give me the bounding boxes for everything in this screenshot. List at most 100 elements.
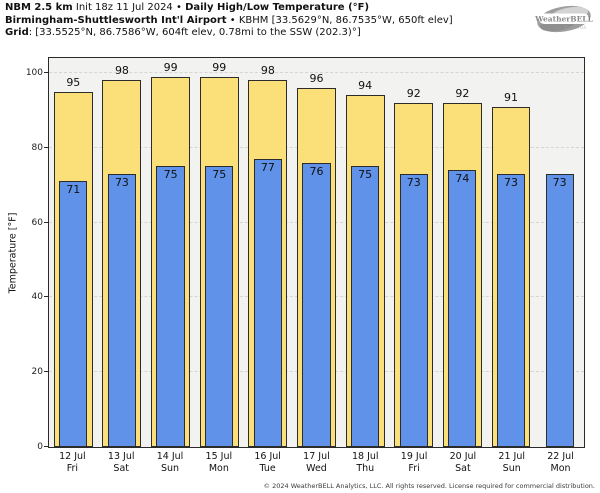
high-value-label: 92 <box>455 86 470 100</box>
x-tick-day: Mon <box>208 462 229 474</box>
low-value-label: 76 <box>309 164 324 178</box>
x-tick-day: Mon <box>550 462 571 474</box>
x-tick-label-18-Jul: 18 Jul Thu <box>341 451 390 474</box>
x-tick-day: Fri <box>408 462 420 474</box>
x-tick-date: 22 Jul <box>547 451 574 462</box>
low-value-label: 73 <box>552 175 567 189</box>
y-tick-label-60: 60 <box>31 217 43 228</box>
y-tick-mark <box>44 221 49 223</box>
low-bar <box>448 170 477 447</box>
low-value-label: 74 <box>455 172 470 186</box>
x-tick-date: 19 Jul <box>400 451 428 462</box>
bar-group-22-Jul: 73 <box>535 58 584 447</box>
x-tick-label-14-Jul: 14 Jul Sun <box>146 451 195 474</box>
y-tick-mark <box>44 71 49 73</box>
y-tick-mark <box>44 146 49 148</box>
x-tick-date: 15 Jul <box>205 451 233 462</box>
x-tick-label-22-Jul: 22 Jul Mon <box>536 451 585 474</box>
bar-group-16-Jul: 98 77 <box>244 58 293 447</box>
gridline-100 <box>49 71 584 73</box>
x-tick-label-12-Jul: 12 Jul Fri <box>48 451 97 474</box>
high-value-label: 99 <box>163 60 178 74</box>
title-line-2: Birmingham-Shuttlesworth Int'l Airport •… <box>5 15 453 28</box>
low-value-label: 77 <box>260 161 275 174</box>
plot-area: 0 20 40 60 80 100 95 71 98 73 99 75 99 75 98 77 96 76 94 75… <box>26 57 585 452</box>
high-value-label: 98 <box>114 64 129 78</box>
station-coords: • KBHM [33.5629°N, 86.7535°W, 650ft elev… <box>226 14 453 26</box>
weatherbell-logo: WeatherBELL Analytics LLC <box>532 1 596 43</box>
high-value-label: 94 <box>358 79 373 93</box>
x-tick-date: 14 Jul <box>156 451 184 462</box>
x-tick-day: Sat <box>455 462 471 474</box>
y-tick-label-20: 20 <box>31 367 43 378</box>
bar-group-13-Jul: 98 73 <box>98 58 147 447</box>
x-tick-day: Thu <box>356 462 375 474</box>
x-tick-date: 16 Jul <box>254 451 281 462</box>
header-title: NBM 2.5 km Init 18z 11 Jul 2024 • Daily … <box>5 2 453 40</box>
chart-title: Daily High/Low Temperature (°F) <box>185 2 370 13</box>
title-line-3: Grid: [33.5525°N, 86.7586°W, 604ft elev,… <box>5 27 453 40</box>
low-value-label: 75 <box>358 168 373 182</box>
low-bar <box>302 162 331 447</box>
bar-group-18-Jul: 94 75 <box>341 58 390 447</box>
y-tick-label-0: 0 <box>37 442 43 452</box>
low-bar <box>496 173 526 447</box>
high-value-label: 92 <box>406 86 421 100</box>
x-tick-label-15-Jul: 15 Jul Mon <box>194 451 243 474</box>
x-tick-label-21-Jul: 21 Jul Sun <box>487 451 536 474</box>
y-tick-mark <box>44 446 49 447</box>
low-bar <box>545 173 574 447</box>
y-tick-label-40: 40 <box>31 292 43 303</box>
y-tick-mark <box>44 296 49 298</box>
footer-copyright: © 2024 WeatherBELL Analytics, LLC. All r… <box>263 482 595 490</box>
y-tick-label-100: 100 <box>25 67 43 78</box>
x-tick-label-16-Jul: 16 Jul Tue <box>243 451 292 474</box>
init-time: Init 18z 11 Jul 2024 • <box>72 2 186 13</box>
x-tick-day: Sun <box>502 462 521 474</box>
low-value-label: 75 <box>212 168 227 182</box>
low-bar <box>205 166 234 447</box>
weatherbell-logo-icon: WeatherBELL Analytics LLC <box>534 5 594 33</box>
bar-group-19-Jul: 92 73 <box>389 58 438 447</box>
x-axis-labels: 12 Jul Fri 13 Jul Sat 14 Jul Sun 15 Jul Mon 16 J… <box>48 451 585 474</box>
title-line-1: NBM 2.5 km Init 18z 11 Jul 2024 • Daily … <box>5 2 453 15</box>
x-tick-label-13-Jul: 13 Jul Sat <box>97 451 146 474</box>
grid-label: Grid <box>5 27 29 38</box>
bar-group-12-Jul: 95 71 <box>49 58 98 447</box>
low-value-label: 71 <box>66 183 81 197</box>
x-tick-day: Sun <box>160 462 180 474</box>
bar-group-14-Jul: 99 75 <box>146 58 195 447</box>
high-value-label: 99 <box>212 60 227 74</box>
y-tick-mark <box>44 371 49 373</box>
low-value-label: 75 <box>163 168 178 182</box>
high-value-label: 96 <box>309 71 324 85</box>
bar-group-17-Jul: 96 76 <box>292 58 341 447</box>
high-value-label: 91 <box>504 90 519 104</box>
x-tick-label-17-Jul: 17 Jul Wed <box>292 451 341 474</box>
x-tick-day: Fri <box>66 462 79 474</box>
low-bar <box>156 166 185 447</box>
x-tick-date: 21 Jul <box>498 451 525 462</box>
x-tick-label-20-Jul: 20 Jul Sat <box>439 451 488 474</box>
station-name: Birmingham-Shuttlesworth Int'l Airport <box>5 14 227 26</box>
low-bar <box>107 173 137 447</box>
logo-subtext: Analytics LLC <box>564 26 587 30</box>
low-value-label: 73 <box>406 175 421 189</box>
x-tick-label-19-Jul: 19 Jul Fri <box>390 451 439 474</box>
low-bar <box>59 181 88 447</box>
high-value-label: 95 <box>66 75 81 89</box>
y-tick-label-80: 80 <box>31 142 43 153</box>
x-tick-date: 17 Jul <box>303 451 330 462</box>
bar-group-15-Jul: 99 75 <box>195 58 244 447</box>
low-bar <box>253 159 282 447</box>
x-tick-date: 12 Jul <box>59 451 86 462</box>
low-bar <box>399 173 428 447</box>
bar-group-21-Jul: 91 73 <box>487 58 536 447</box>
x-tick-day: Sat <box>113 462 129 474</box>
bar-group-20-Jul: 92 74 <box>438 58 487 447</box>
logo-text: WeatherBELL <box>534 15 593 24</box>
low-bar <box>351 166 380 447</box>
y-axis-title-container: Temperature [°F] <box>6 57 20 448</box>
x-tick-date: 18 Jul <box>351 451 379 462</box>
